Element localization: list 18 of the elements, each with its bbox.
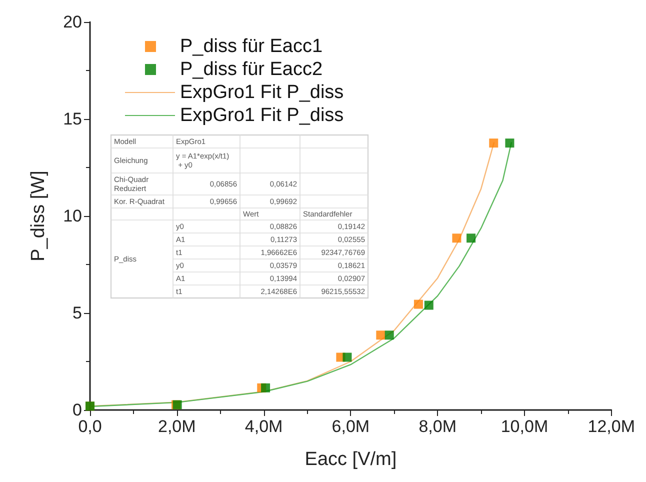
y-tick-label: 0 <box>72 400 82 420</box>
y-tick-label: 5 <box>72 304 82 322</box>
x-axis-title: Eacc [V/m] <box>304 449 397 470</box>
legend-label: ExpGro1 Fit P_diss <box>180 105 344 126</box>
legend-label: P_diss für Eacc1 <box>180 36 323 57</box>
x-tick-label: 8,0M <box>418 417 456 436</box>
x-tick-label: 2,0M <box>158 417 196 436</box>
x-tick-label: 12,0M <box>588 417 635 436</box>
x-tick-label: 0,0 <box>78 417 102 436</box>
y-tick-label: 20 <box>63 12 82 32</box>
x-tick-label: 4,0M <box>244 417 283 436</box>
legend-label: P_diss für Eacc2 <box>180 59 323 80</box>
y-axis-title: P_diss [W] <box>28 170 49 262</box>
x-tick-label: 10,0M <box>500 417 548 436</box>
y-tick-label: 10 <box>63 206 82 226</box>
legend-label: ExpGro1 Fit P_diss <box>180 82 344 103</box>
x-tick-label: 6,0M <box>332 417 370 436</box>
y-tick-label: 15 <box>63 110 82 128</box>
